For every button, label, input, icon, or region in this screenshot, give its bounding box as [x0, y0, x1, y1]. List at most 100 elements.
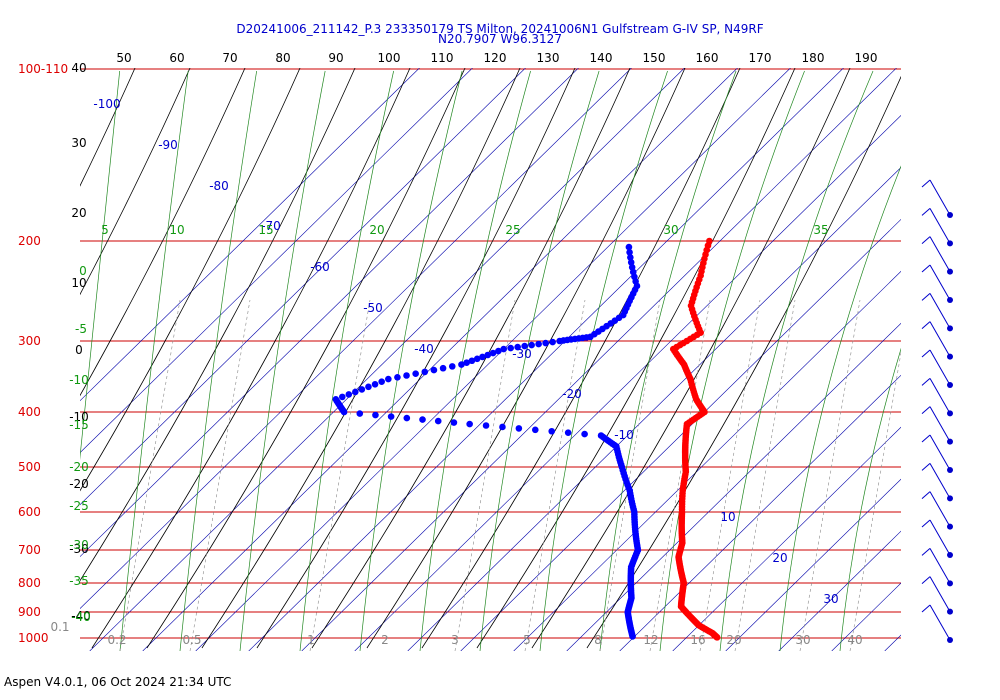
temperature-label: 150 — [643, 51, 666, 65]
dry-adiabat-line — [146, 68, 466, 649]
theta-label: -80 — [209, 179, 229, 193]
isotherm-line — [619, 374, 901, 651]
isotherm-line — [407, 166, 901, 651]
temperature-label: 160 — [696, 51, 719, 65]
isotherm-line — [248, 68, 844, 651]
theta-e-label: -15 — [69, 418, 89, 432]
profile-point — [403, 372, 410, 379]
profile-point — [419, 416, 426, 423]
theta-label: -20 — [562, 387, 582, 401]
theta-labels: -100 -90 -80 -70 -60 -50 -40 -30 -20 -10 10 20 30 — [93, 97, 838, 606]
profile-point — [352, 388, 359, 396]
temperature-label: 50 — [116, 51, 131, 65]
theta-label: -70 — [261, 219, 281, 233]
temperature-label: 190 — [855, 51, 878, 65]
mixing-ratio-label: 8 — [594, 633, 602, 647]
isotherm-line — [884, 634, 901, 651]
temperature-left-label: 30 — [71, 136, 86, 150]
mixing-ratio-label: 0.2 — [107, 633, 126, 647]
wind-barb-dot — [947, 580, 953, 587]
profile-point — [372, 411, 379, 419]
mixing-ratio-labels: 0.10.2 0.5 1 2 3 5 8 12 16 20 30 40 — [50, 620, 862, 647]
theta-e-label: 25 — [505, 223, 520, 237]
wind-barb-flag — [921, 179, 931, 188]
moist-adiabat-line — [119, 70, 189, 651]
mixing-ratio-line — [699, 299, 761, 651]
mixing-ratio-label: 40 — [847, 633, 862, 647]
mixing-ratio-line — [799, 299, 861, 651]
dry-adiabat-line — [311, 68, 631, 649]
wind-barb-dot — [947, 637, 953, 643]
theta-e-label: 15 — [258, 223, 273, 237]
isotherm-line — [80, 68, 473, 454]
theta-e-label: -20 — [69, 460, 89, 474]
temperature-label: 90 — [328, 51, 343, 65]
theta-e-label: 10 — [169, 223, 184, 237]
isotherm-line — [778, 530, 901, 651]
isotherm-line — [566, 322, 901, 651]
dry-adiabat-line — [80, 68, 246, 397]
temperature-left-label: 10 — [71, 276, 86, 290]
profile-point — [394, 373, 401, 381]
theta-e-label: -40 — [71, 610, 91, 624]
wind-barb-dot — [947, 297, 953, 303]
wind-barb-flag — [921, 349, 931, 358]
wind-barb-flag — [921, 236, 931, 245]
theta-label: -50 — [363, 301, 383, 315]
wind-barb-dot — [947, 268, 953, 275]
mixing-ratio-line — [849, 350, 901, 651]
theta-e-label: 20 — [369, 223, 384, 237]
wind-barb-staff — [929, 236, 951, 272]
theta-e-label: -5 — [75, 322, 87, 336]
moist-adiabat-line — [299, 70, 394, 651]
dry-adiabat-line — [531, 68, 851, 649]
theta-label: -30 — [512, 347, 532, 361]
mixing-ratio-label: 16 — [690, 633, 705, 647]
profile-point — [482, 422, 490, 429]
isotherm-line — [460, 218, 901, 651]
profile-point — [403, 414, 411, 422]
wind-barb-staff — [929, 293, 951, 329]
wind-barb-staff — [929, 576, 951, 612]
pressure-label: 600 — [18, 505, 41, 519]
dry-adiabat-line — [476, 68, 796, 649]
temperature-label: 100 — [378, 51, 401, 65]
profile-point — [535, 340, 542, 348]
dry-adiabat-line — [91, 68, 411, 649]
profile-point — [371, 380, 379, 388]
wind-barb-staff — [929, 434, 951, 471]
wind-barb-flag — [921, 576, 931, 585]
profile-point — [521, 342, 528, 350]
profile-point — [356, 410, 364, 417]
theta-e-label: 30 — [663, 223, 678, 237]
profile-point — [365, 383, 372, 391]
temperature-labels: 50 60 70 80 90 100 110 120 130 140 150 160 170 180 190… — [69, 51, 877, 623]
temperature-left-label: -20 — [69, 477, 89, 491]
wind-barb-staff — [929, 208, 951, 244]
profile-point — [339, 393, 346, 401]
mixing-ratio-label: 0.1 — [50, 620, 69, 634]
moist-adiabat-line — [239, 70, 326, 651]
moist-adiabat-line — [479, 70, 600, 651]
mixing-ratio-label: 20 — [726, 633, 741, 647]
mixing-ratio-label: 30 — [795, 633, 810, 647]
profile-point — [581, 430, 588, 438]
pressure-label: 800 — [18, 576, 41, 590]
temperature-label: 70 — [222, 51, 237, 65]
mixing-ratio-line — [524, 299, 586, 651]
wind-barb-dot — [947, 212, 953, 218]
isotherm-line — [80, 68, 526, 506]
wind-barb-flag — [921, 292, 931, 301]
temperature-label: 170 — [749, 51, 772, 65]
wind-barb-staff — [929, 264, 951, 301]
wind-barb-flag — [921, 321, 931, 330]
profile-point — [484, 351, 492, 359]
profile-point — [385, 375, 392, 383]
theta-e-label: 0 — [79, 264, 87, 278]
mixing-ratio-line — [649, 299, 711, 651]
dry-adiabat-line — [80, 68, 136, 187]
theta-e-label: 35 — [813, 223, 828, 237]
profile-point — [340, 408, 348, 416]
temperature-label: 180 — [802, 51, 825, 65]
profiles — [332, 237, 721, 641]
